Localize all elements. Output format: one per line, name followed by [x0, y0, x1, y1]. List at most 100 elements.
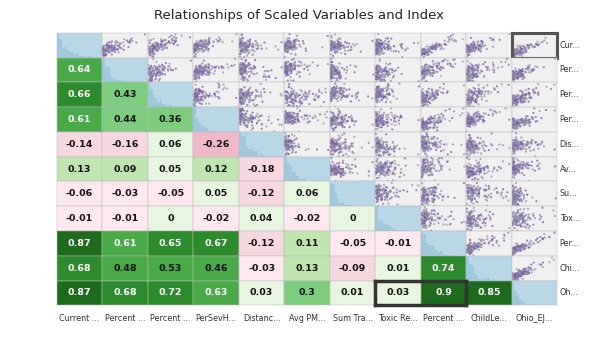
- Point: [107, 48, 117, 53]
- Point: [469, 139, 479, 145]
- Point: [463, 48, 472, 53]
- Point: [190, 44, 199, 50]
- Point: [463, 147, 472, 152]
- Point: [418, 163, 428, 169]
- Point: [420, 48, 430, 53]
- Point: [102, 44, 112, 49]
- Point: [430, 163, 440, 168]
- Point: [422, 49, 431, 55]
- Point: [315, 93, 324, 99]
- Point: [426, 136, 436, 141]
- Point: [509, 217, 519, 223]
- Point: [196, 62, 206, 68]
- Point: [148, 65, 157, 71]
- Point: [284, 85, 294, 90]
- Point: [337, 120, 346, 125]
- Point: [522, 271, 532, 276]
- Point: [434, 112, 443, 118]
- Point: [326, 41, 335, 47]
- Point: [282, 141, 291, 146]
- Point: [465, 166, 474, 172]
- Point: [235, 45, 245, 51]
- Point: [417, 103, 427, 109]
- Point: [474, 118, 484, 124]
- Point: [389, 185, 398, 190]
- Point: [371, 118, 381, 124]
- Point: [423, 134, 433, 140]
- Point: [472, 97, 482, 102]
- Point: [508, 198, 517, 204]
- Point: [515, 274, 525, 279]
- Point: [372, 70, 382, 75]
- Point: [374, 193, 384, 198]
- Point: [523, 117, 532, 123]
- Point: [379, 165, 388, 170]
- Point: [235, 37, 245, 43]
- Point: [463, 246, 472, 252]
- Point: [463, 170, 472, 176]
- Point: [375, 42, 385, 48]
- Point: [425, 46, 434, 52]
- Point: [127, 36, 137, 41]
- Point: [465, 244, 475, 249]
- Point: [472, 164, 481, 170]
- Point: [419, 140, 428, 146]
- Point: [418, 92, 428, 97]
- Point: [513, 201, 523, 207]
- Point: [372, 159, 382, 164]
- Point: [251, 42, 261, 48]
- Point: [532, 64, 542, 70]
- Point: [508, 195, 517, 200]
- Point: [337, 88, 346, 93]
- Point: [280, 79, 289, 85]
- Point: [332, 71, 342, 77]
- Point: [423, 186, 433, 191]
- Point: [197, 66, 207, 71]
- Text: ChildLe...: ChildLe...: [471, 314, 508, 323]
- Point: [248, 41, 258, 47]
- Point: [435, 155, 444, 161]
- Point: [280, 88, 290, 94]
- Point: [417, 164, 427, 169]
- Point: [478, 175, 487, 181]
- Point: [380, 93, 390, 98]
- Point: [348, 118, 358, 124]
- Point: [462, 219, 472, 224]
- Point: [99, 53, 108, 58]
- Point: [305, 119, 315, 124]
- Point: [251, 96, 260, 101]
- Point: [534, 146, 544, 151]
- Point: [417, 194, 426, 199]
- Point: [508, 201, 517, 207]
- Point: [382, 139, 391, 145]
- Point: [371, 91, 381, 97]
- Point: [511, 275, 521, 281]
- Point: [469, 89, 479, 95]
- Point: [417, 51, 427, 57]
- Point: [422, 214, 432, 220]
- Point: [477, 114, 487, 119]
- Point: [508, 199, 517, 205]
- Point: [509, 165, 519, 171]
- Point: [245, 66, 255, 71]
- Point: [374, 68, 383, 73]
- Point: [508, 77, 517, 83]
- Point: [337, 95, 346, 100]
- Point: [193, 50, 202, 55]
- Point: [435, 66, 444, 72]
- Point: [373, 66, 382, 71]
- Point: [335, 70, 344, 76]
- Bar: [105, 66, 107, 82]
- Point: [429, 125, 438, 131]
- Point: [280, 138, 289, 144]
- Point: [190, 46, 199, 51]
- Point: [283, 65, 293, 70]
- Point: [466, 170, 476, 175]
- Point: [413, 183, 423, 188]
- Point: [526, 70, 535, 75]
- Bar: [243, 136, 246, 157]
- Point: [483, 65, 493, 70]
- Point: [464, 172, 474, 178]
- Point: [344, 166, 354, 171]
- Point: [252, 71, 262, 76]
